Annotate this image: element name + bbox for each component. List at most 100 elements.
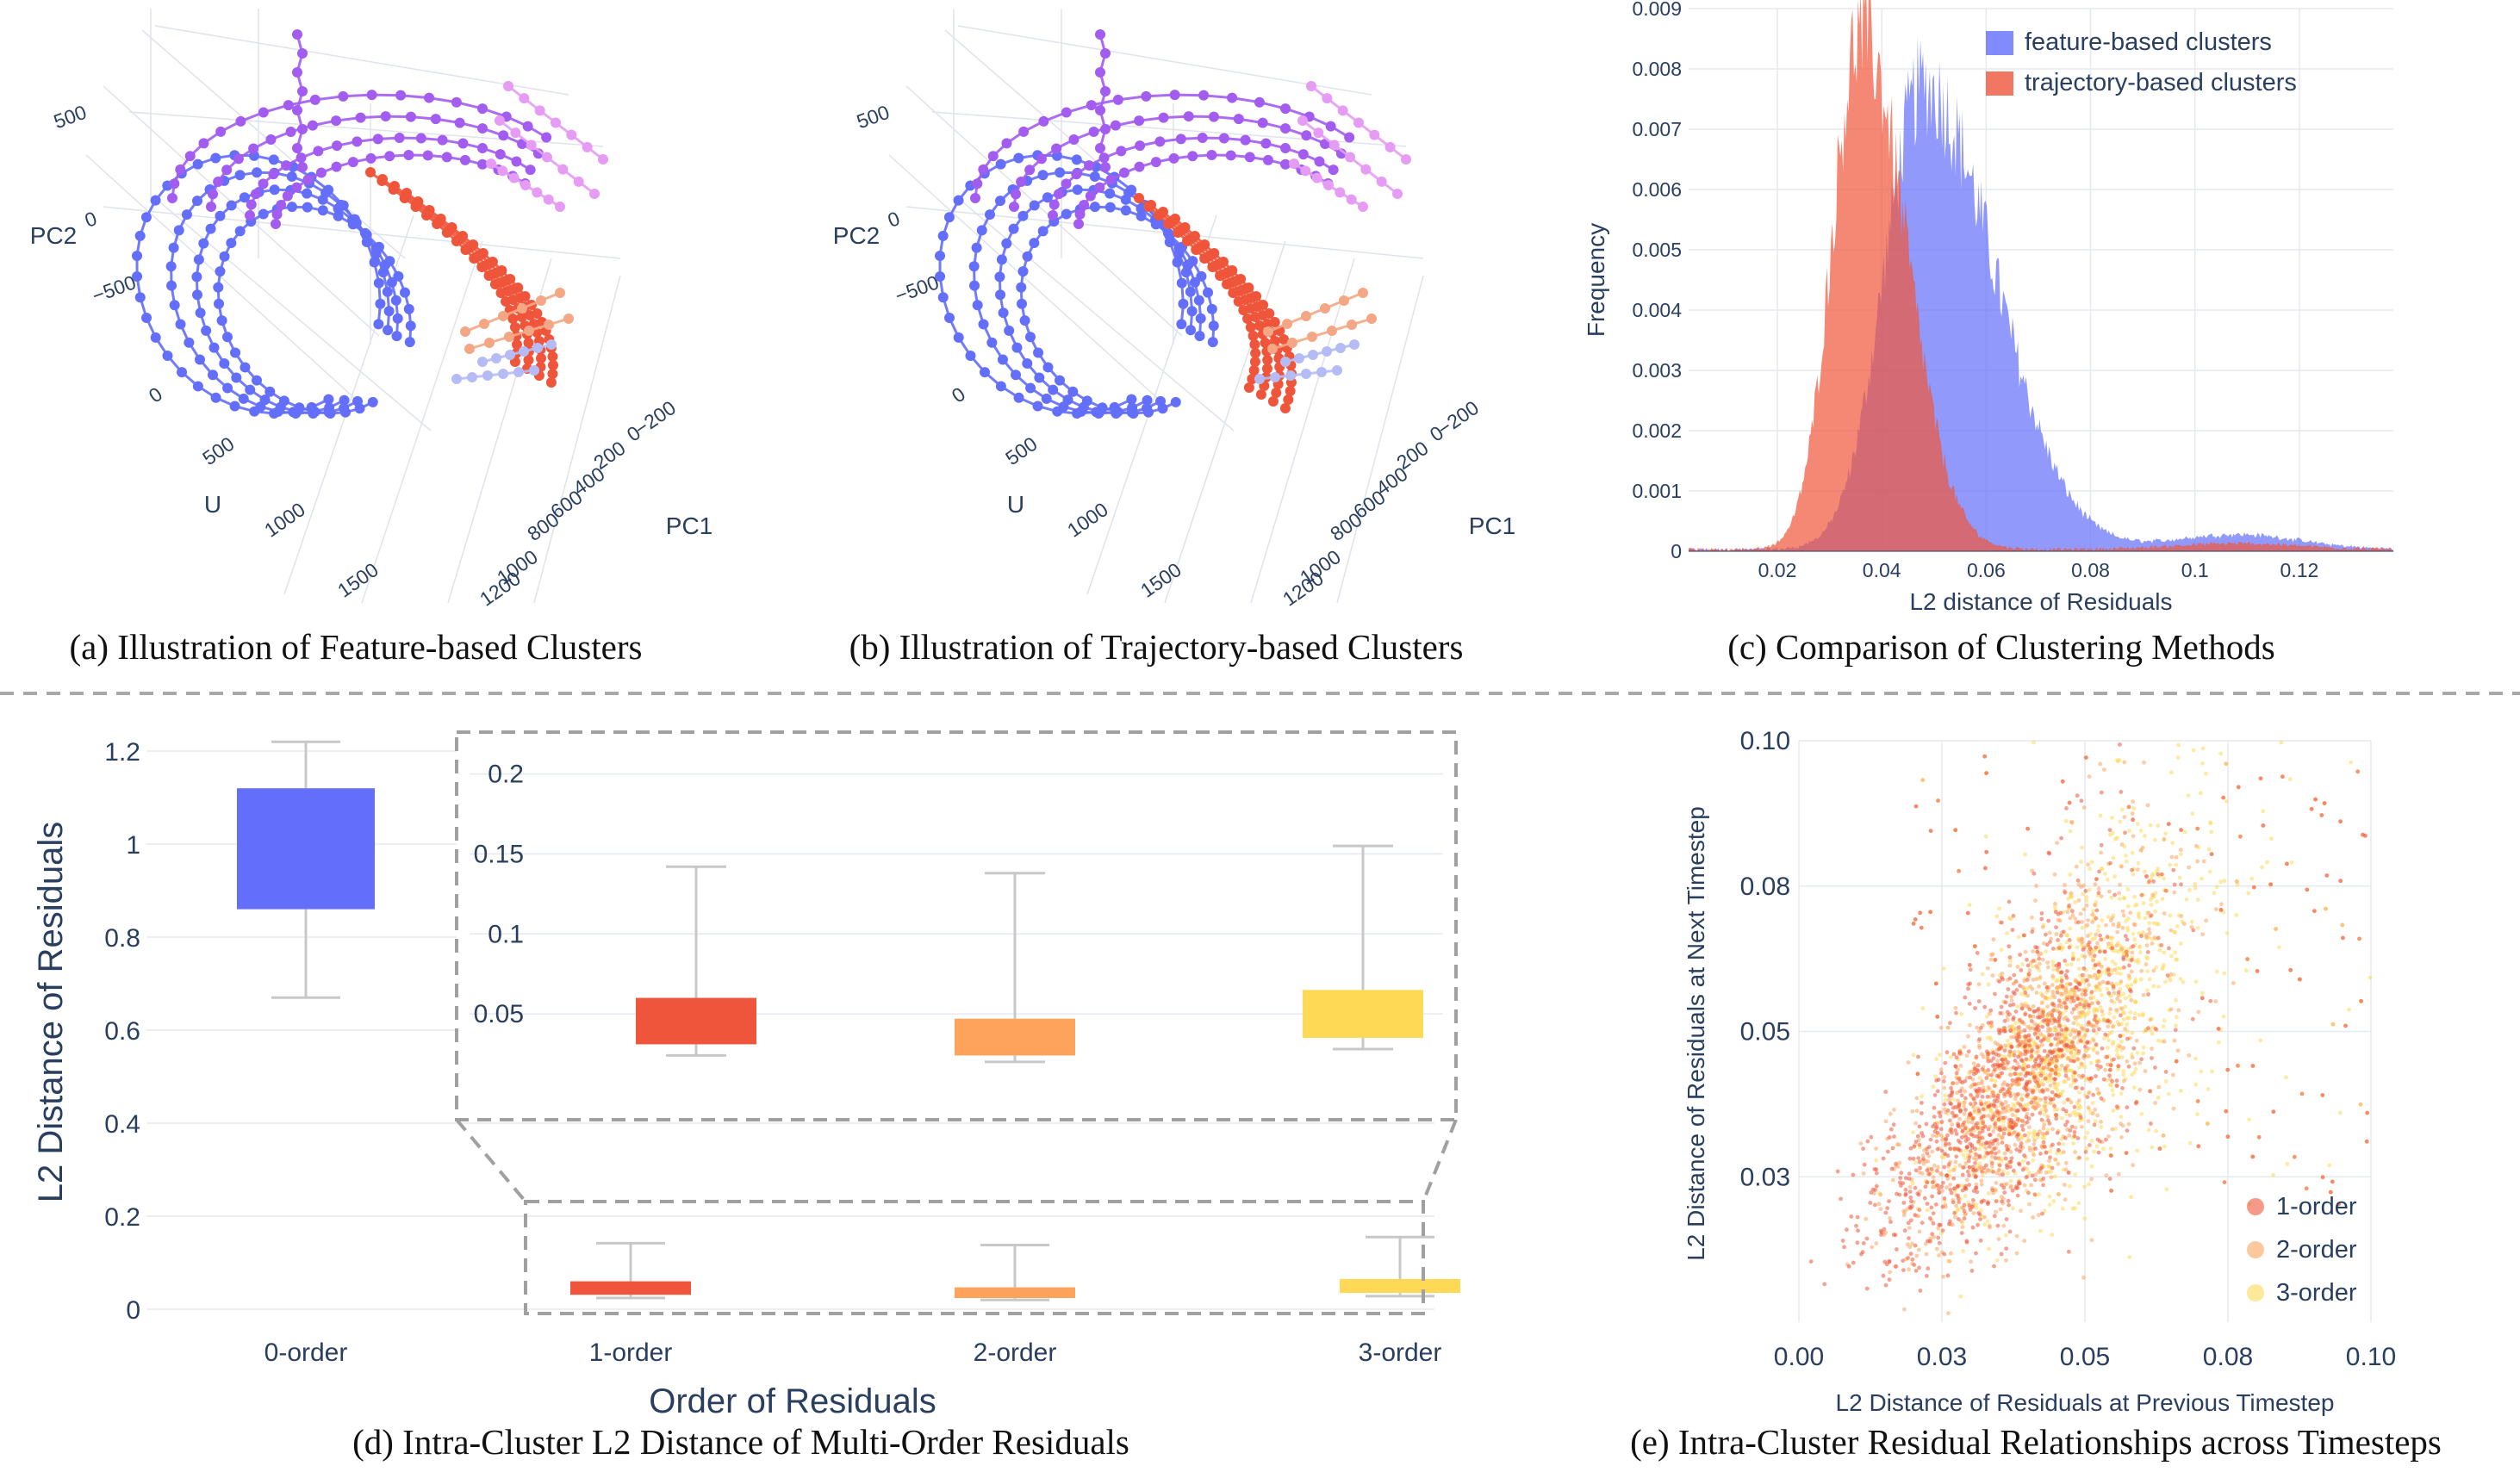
point-1-order bbox=[1958, 1089, 1963, 1094]
point-2-order bbox=[1995, 1141, 2000, 1146]
point-1-order bbox=[1969, 1102, 1973, 1106]
tail-trajectory-3-marker bbox=[1349, 339, 1360, 350]
point-1-order bbox=[2023, 991, 2028, 995]
point-2-order bbox=[2091, 958, 2095, 963]
point-2-order bbox=[2045, 1087, 2050, 1092]
red-trajectory-4-marker bbox=[548, 360, 558, 370]
point-1-order bbox=[2006, 987, 2011, 991]
point-1-order bbox=[2030, 1047, 2035, 1053]
point-2-order bbox=[2146, 910, 2151, 916]
point-2-order bbox=[1936, 1226, 1941, 1231]
point-1-order bbox=[2032, 1032, 2038, 1036]
point-1-order bbox=[2049, 1097, 2053, 1102]
point-1-order bbox=[2074, 1078, 2078, 1083]
point-1-order bbox=[2047, 1033, 2052, 1037]
point-2-order bbox=[1901, 1208, 1907, 1214]
point-1-order bbox=[2007, 1117, 2012, 1122]
point-1-order bbox=[1944, 1050, 1950, 1055]
point-1-order bbox=[2021, 933, 2026, 938]
red-trajectory-1-marker bbox=[1242, 314, 1254, 324]
red-trajectory-4-marker bbox=[1209, 248, 1220, 258]
point-1-order bbox=[1855, 1214, 1860, 1220]
blue-trajectory-4-marker bbox=[1067, 386, 1079, 397]
point-2-order bbox=[2116, 921, 2121, 926]
inset-tick-y: 0.2 bbox=[488, 761, 524, 789]
point-1-order bbox=[2099, 1096, 2104, 1101]
point-2-order bbox=[2069, 999, 2074, 1004]
blue-trajectory-3-marker bbox=[333, 203, 344, 214]
point-3-order bbox=[2141, 1045, 2146, 1050]
point-2-order bbox=[2043, 1104, 2048, 1109]
purple-stem-marker bbox=[1095, 29, 1105, 40]
pink-trajectory-2-marker bbox=[1392, 189, 1403, 199]
legend-3-order-marker bbox=[2247, 1284, 2264, 1301]
tick-y: 0.6 bbox=[104, 1017, 140, 1046]
purple-trajectory-4-marker bbox=[282, 190, 293, 202]
point-2-order bbox=[1888, 1270, 1893, 1275]
purple-trajectory-1-marker bbox=[1169, 90, 1180, 101]
point-1-order bbox=[1869, 1134, 1874, 1140]
point-1-order bbox=[2089, 1076, 2094, 1081]
point-1-order bbox=[2054, 1116, 2059, 1121]
point-2-order bbox=[2119, 842, 2125, 847]
point-1-order bbox=[2056, 962, 2062, 967]
point-1-order bbox=[2004, 1144, 2009, 1148]
point-3-order bbox=[2184, 897, 2189, 902]
point-1-order bbox=[1935, 1183, 1939, 1188]
point-2-order bbox=[2031, 1014, 2036, 1019]
point-1-order bbox=[1897, 1192, 1902, 1197]
tail-trajectory-3-marker bbox=[1335, 343, 1346, 353]
point-2-order bbox=[2060, 991, 2065, 997]
point-2-order bbox=[2112, 967, 2117, 972]
point-1-order bbox=[1941, 1180, 1945, 1185]
red-trajectory-1-marker bbox=[1248, 365, 1260, 376]
point-1-order bbox=[2131, 817, 2136, 823]
point-1-order bbox=[2364, 1139, 2369, 1144]
red-trajectory-3-marker bbox=[1267, 396, 1279, 407]
point-1-order bbox=[2024, 1115, 2029, 1120]
point-1-order bbox=[2072, 1130, 2077, 1134]
blue-trajectory-2-marker bbox=[286, 171, 297, 182]
purple-trajectory-2-marker bbox=[454, 117, 465, 128]
point-3-order bbox=[2134, 902, 2139, 907]
point-1-order bbox=[1934, 1078, 1939, 1083]
point-2-order bbox=[2044, 1065, 2050, 1070]
point-1-order bbox=[2038, 1166, 2044, 1171]
point-2-order bbox=[2175, 1048, 2181, 1053]
blue-trajectory-3-marker bbox=[1104, 188, 1116, 199]
blue-trajectory-2-marker bbox=[968, 261, 980, 272]
blue-trajectory-2-marker bbox=[1037, 170, 1048, 181]
blue-trajectory-1-marker bbox=[150, 332, 161, 343]
tick-x-1-order: 1-order bbox=[589, 1338, 673, 1367]
point-1-order bbox=[2029, 1054, 2034, 1059]
point-3-order bbox=[2092, 936, 2097, 941]
point-2-order bbox=[2045, 1115, 2050, 1120]
blue-trajectory-3-marker bbox=[1004, 325, 1015, 336]
point-1-order bbox=[2100, 1046, 2105, 1051]
point-2-order bbox=[2076, 1073, 2081, 1078]
point-3-order bbox=[2111, 855, 2116, 860]
panel-c-histogram: 00.0010.0020.0030.0040.0050.0060.0070.00… bbox=[1583, 0, 2393, 615]
point-1-order bbox=[2156, 872, 2161, 877]
point-1-order bbox=[2039, 1117, 2044, 1122]
point-1-order bbox=[2131, 944, 2136, 949]
point-3-order bbox=[1934, 1057, 1939, 1061]
point-1-order bbox=[1957, 868, 1962, 873]
point-2-order bbox=[2093, 903, 2098, 908]
point-1-order bbox=[1980, 1067, 1985, 1071]
point-1-order bbox=[2014, 1109, 2019, 1114]
point-1-order bbox=[2050, 1067, 2055, 1072]
point-1-order bbox=[2110, 1079, 2115, 1084]
point-3-order bbox=[2107, 1083, 2112, 1087]
point-3-order bbox=[2193, 1082, 2199, 1087]
tail-trajectory-3-marker bbox=[1308, 350, 1318, 360]
blue-trajectory-4-marker bbox=[1016, 282, 1027, 293]
point-3-order bbox=[2052, 1085, 2057, 1090]
point-1-order bbox=[1948, 1187, 1953, 1192]
point-1-order bbox=[2355, 769, 2361, 774]
point-2-order bbox=[2038, 1097, 2044, 1102]
point-3-order bbox=[2153, 837, 2157, 842]
point-2-order bbox=[2069, 891, 2074, 896]
point-2-order bbox=[2010, 1112, 2015, 1117]
point-1-order bbox=[2016, 1179, 2021, 1184]
